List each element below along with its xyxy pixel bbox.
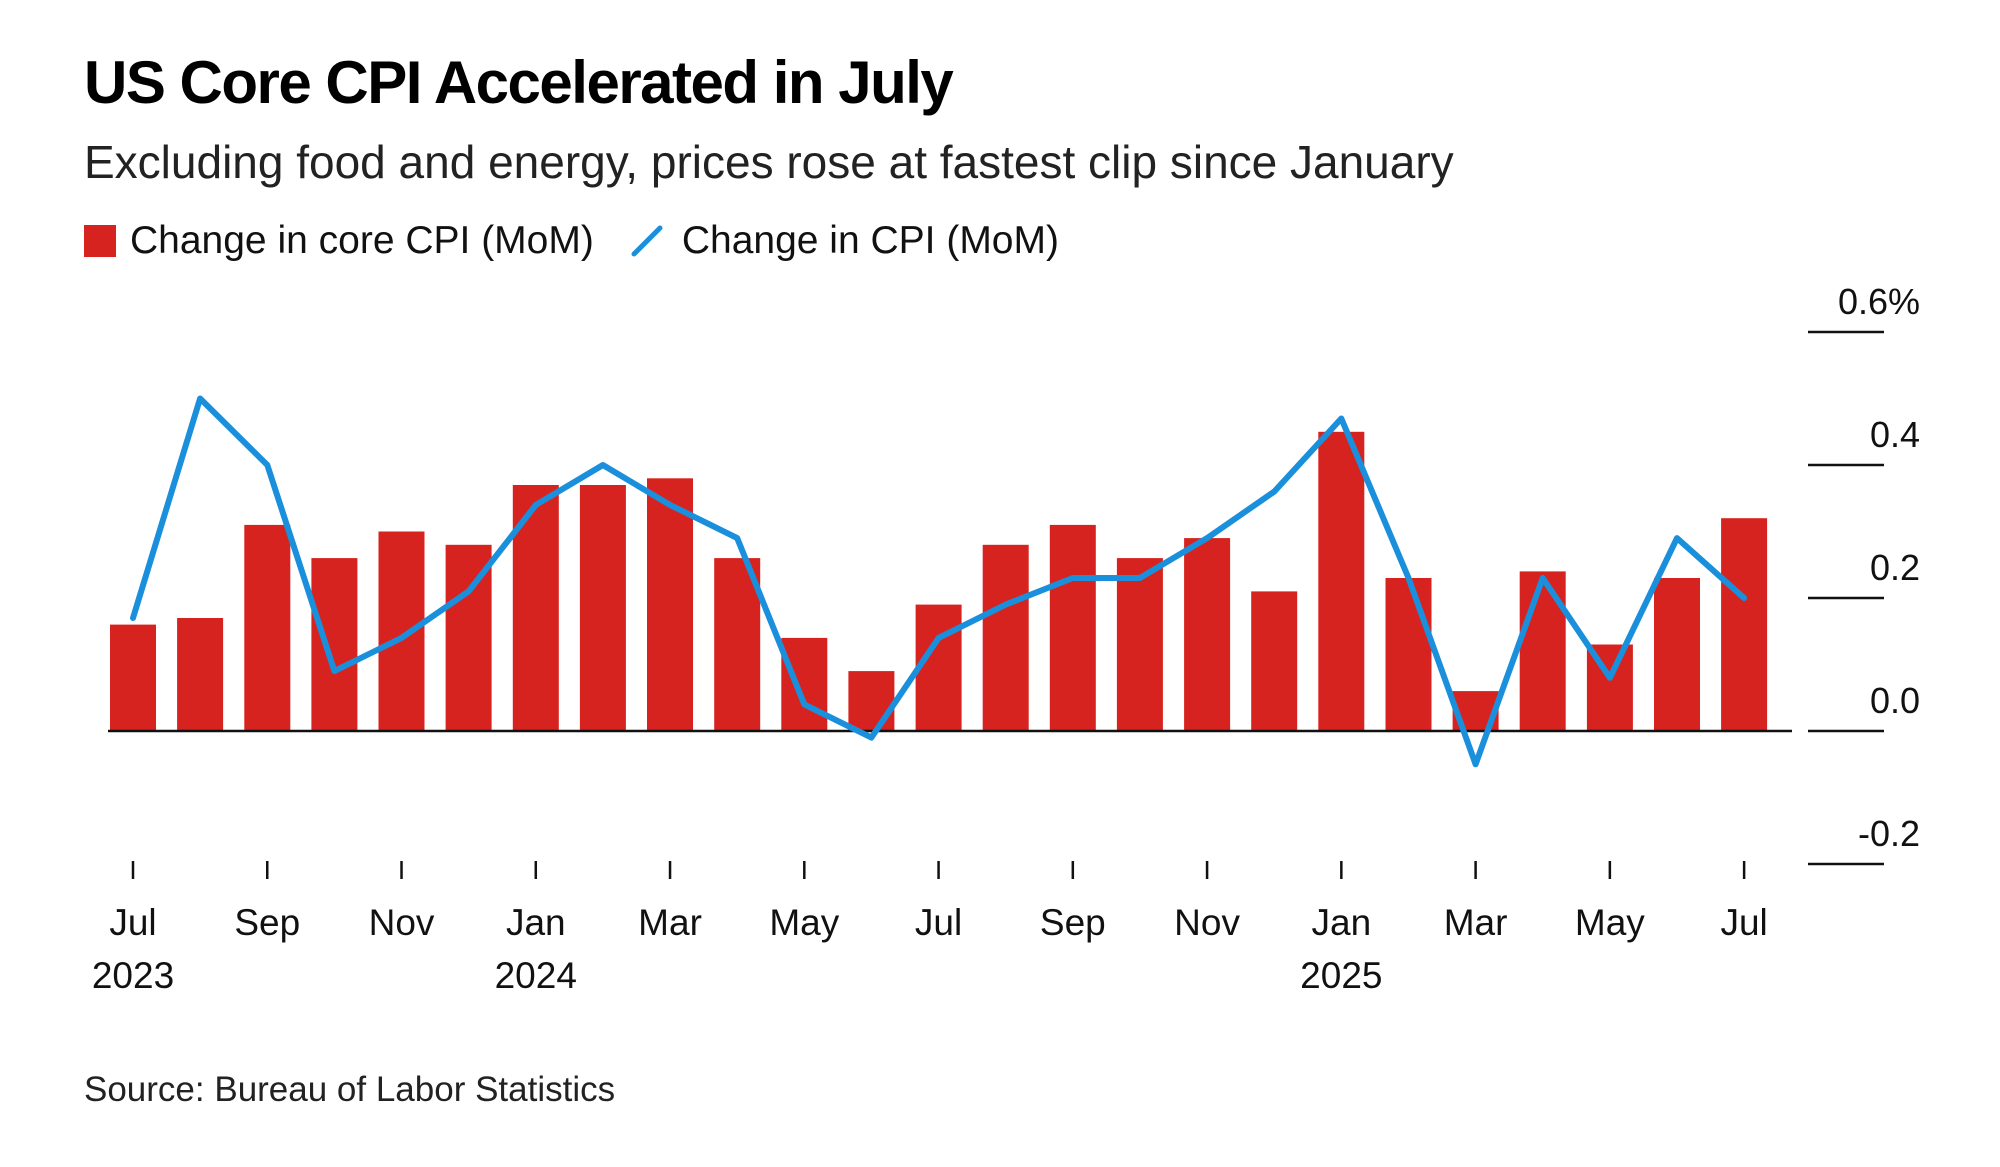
bar-core-cpi-2024-08 <box>982 544 1029 731</box>
red-square-icon <box>84 225 116 257</box>
bar-core-cpi-2024-09 <box>1049 524 1096 731</box>
bar-core-cpi-2025-04 <box>1519 571 1566 731</box>
chart-legend: Change in core CPI (MoM) Change in CPI (… <box>84 216 1095 266</box>
x-year-label: 2023 <box>92 955 174 996</box>
x-tick-label: Nov <box>1174 902 1240 943</box>
x-tick-label: Mar <box>1444 902 1508 943</box>
bar-core-cpi-2023-09 <box>244 524 291 731</box>
x-tick-label: Mar <box>638 902 702 943</box>
bar-core-cpi-2023-08 <box>177 618 224 731</box>
y-tick-label: 0.0 <box>1870 680 1920 721</box>
bar-core-cpi-2024-10 <box>1116 558 1163 731</box>
y-tick-label: 0.2 <box>1870 547 1920 588</box>
bar-core-cpi-2024-03 <box>647 478 693 731</box>
x-tick-label: Jul <box>109 902 156 943</box>
bar-core-cpi-2025-06 <box>1654 578 1700 731</box>
x-tick-label: May <box>769 902 839 943</box>
x-tick-label: Jan <box>506 902 566 943</box>
legend-label-core-cpi: Change in core CPI (MoM) <box>130 219 594 262</box>
bar-core-cpi-2025-02 <box>1385 578 1432 731</box>
bar-core-cpi-2024-12 <box>1251 591 1298 731</box>
x-tick-label: Jul <box>1720 902 1767 943</box>
legend-label-cpi: Change in CPI (MoM) <box>681 219 1059 262</box>
bar-core-cpi-2024-02 <box>579 485 626 731</box>
x-tick-label: Sep <box>1040 902 1106 943</box>
y-tick-label: 0.6% <box>1838 281 1920 322</box>
y-tick-label: 0.4 <box>1870 414 1920 455</box>
bar-core-cpi-2024-06 <box>848 671 895 731</box>
bar-core-cpi-2024-07 <box>915 604 962 731</box>
x-tick-label: Jan <box>1312 902 1372 943</box>
x-year-label: 2025 <box>1300 955 1382 996</box>
bar-core-cpi-2024-04 <box>714 558 761 731</box>
bar-core-cpi-2024-05 <box>781 637 828 731</box>
legend-item-cpi: Change in CPI (MoM) <box>630 219 1059 263</box>
x-year-label: 2024 <box>495 955 577 996</box>
chart-title: US Core CPI Accelerated in July <box>84 49 954 116</box>
bar-core-cpi-2023-07 <box>110 624 156 731</box>
x-tick-label: May <box>1575 902 1645 943</box>
bar-core-cpi-2025-07 <box>1721 518 1768 731</box>
chart-subtitle: Excluding food and energy, prices rose a… <box>84 136 1454 188</box>
source-note: Source: Bureau of Labor Statistics <box>84 1070 616 1109</box>
legend-item-core-cpi: Change in core CPI (MoM) <box>84 219 594 263</box>
line-cpi <box>130 395 1748 768</box>
bar-core-cpi-2023-10 <box>311 558 358 731</box>
bar-core-cpi-2025-01 <box>1318 431 1365 732</box>
bar-core-cpi-2024-11 <box>1184 538 1231 731</box>
x-tick-label: Sep <box>234 902 300 943</box>
bar-core-cpi-2023-11 <box>378 531 425 731</box>
x-tick-label: Jul <box>915 902 962 943</box>
y-tick-label: -0.2 <box>1858 813 1920 854</box>
blue-line-icon <box>631 225 663 257</box>
x-tick-label: Nov <box>369 902 435 943</box>
